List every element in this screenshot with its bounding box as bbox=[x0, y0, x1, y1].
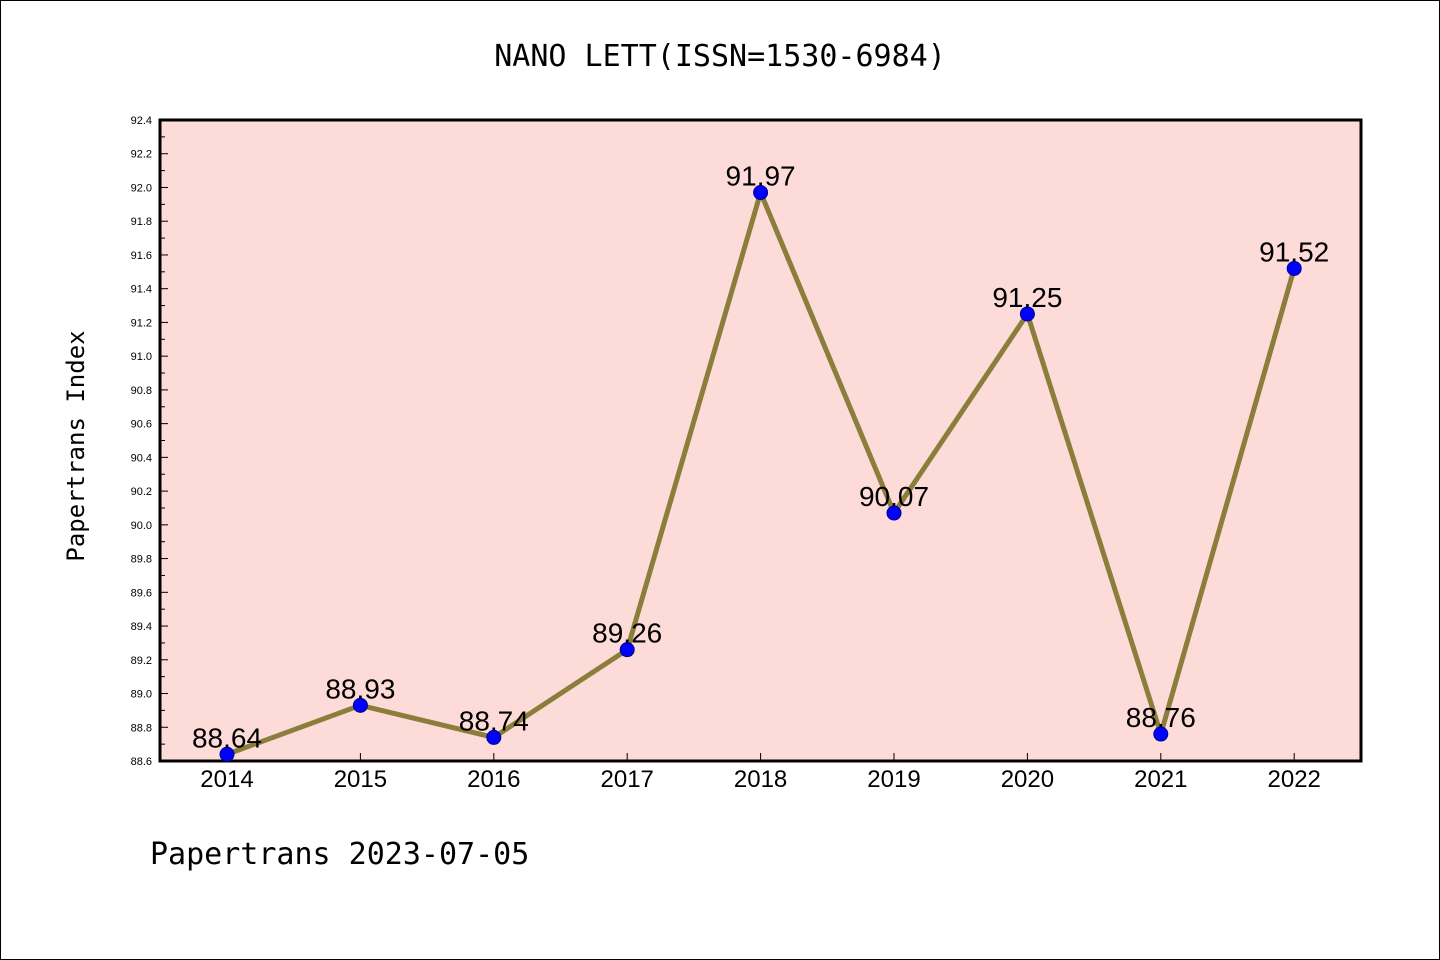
y-tick-label: 89.4 bbox=[131, 621, 152, 633]
x-axis: 2014 2015 2016 2017 2018 2019 2020 2021 2022 bbox=[200, 753, 1321, 793]
data-point bbox=[1019, 306, 1035, 322]
y-tick-label: 91.8 bbox=[131, 216, 152, 228]
y-axis: 88.6 88.8 89.0 89.2 89.4 89.6 89.8 90.0 90.2 90.4… bbox=[131, 115, 168, 768]
y-tick-label: 92.0 bbox=[131, 182, 152, 194]
y-tick-label: 90.8 bbox=[131, 385, 152, 397]
data-label: 88.64 bbox=[192, 722, 262, 753]
data-label: 91.25 bbox=[992, 282, 1062, 313]
data-label: 91.52 bbox=[1259, 236, 1329, 267]
y-tick-label: 92.2 bbox=[131, 149, 152, 161]
data-point bbox=[352, 697, 368, 713]
data-labels: 88.64 88.93 88.74 89.26 91.97 90.07 91.25 88.76… bbox=[192, 161, 1329, 754]
data-point bbox=[219, 746, 235, 762]
y-tick-label: 90.4 bbox=[131, 452, 152, 464]
chart-title: NANO LETT(ISSN=1530-6984) bbox=[494, 39, 946, 74]
y-tick-label: 91.0 bbox=[131, 351, 152, 363]
x-tick-label: 2015 bbox=[334, 766, 387, 793]
data-point bbox=[619, 642, 635, 658]
x-tick-label: 2020 bbox=[1001, 766, 1054, 793]
data-label: 88.74 bbox=[459, 705, 529, 736]
data-point bbox=[1286, 260, 1302, 276]
y-tick-label: 90.2 bbox=[131, 486, 152, 498]
footer-text: Papertrans 2023-07-05 bbox=[150, 837, 529, 872]
data-point bbox=[753, 185, 769, 201]
x-tick-label: 2014 bbox=[200, 766, 253, 793]
y-tick-label: 88.8 bbox=[131, 722, 152, 734]
x-tick-label: 2019 bbox=[867, 766, 920, 793]
x-tick-label: 2017 bbox=[601, 766, 654, 793]
y-tick-label: 90.6 bbox=[131, 419, 152, 431]
data-point bbox=[886, 505, 902, 521]
x-tick-label: 2018 bbox=[734, 766, 787, 793]
x-tick-label: 2022 bbox=[1268, 766, 1321, 793]
data-label: 90.07 bbox=[859, 481, 929, 512]
y-tick-label: 91.2 bbox=[131, 317, 152, 329]
y-axis-label: Papertrans Index bbox=[62, 330, 90, 561]
y-tick-label: 91.4 bbox=[131, 284, 152, 296]
y-tick-label: 91.6 bbox=[131, 250, 152, 262]
data-label: 88.76 bbox=[1126, 702, 1196, 733]
data-label: 91.97 bbox=[726, 161, 796, 192]
data-label: 88.93 bbox=[325, 673, 395, 704]
y-tick-label: 92.4 bbox=[131, 115, 152, 127]
y-tick-label: 89.2 bbox=[131, 655, 152, 667]
y-tick-label: 89.0 bbox=[131, 689, 152, 701]
y-tick-label: 90.0 bbox=[131, 520, 152, 532]
data-label: 89.26 bbox=[592, 618, 662, 649]
y-tick-label: 89.6 bbox=[131, 587, 152, 599]
y-tick-label: 89.8 bbox=[131, 554, 152, 566]
x-tick-label: 2021 bbox=[1134, 766, 1187, 793]
data-point bbox=[1153, 726, 1169, 742]
data-markers bbox=[219, 185, 1302, 762]
data-point bbox=[486, 729, 502, 745]
plot-area bbox=[158, 118, 1363, 763]
y-tick-label: 88.6 bbox=[131, 756, 152, 768]
x-tick-label: 2016 bbox=[467, 766, 520, 793]
